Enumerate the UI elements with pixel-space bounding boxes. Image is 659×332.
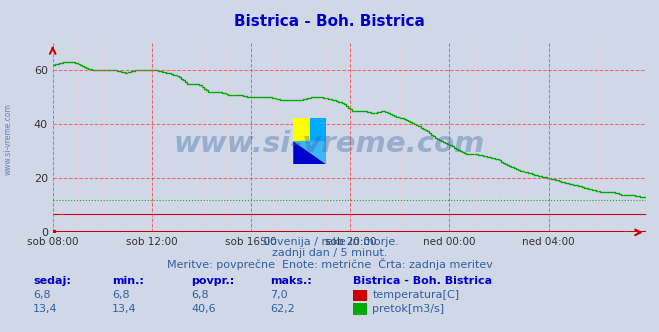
Text: www.si-vreme.com: www.si-vreme.com	[4, 104, 13, 175]
Text: Bistrica - Boh. Bistrica: Bistrica - Boh. Bistrica	[234, 14, 425, 29]
Bar	[293, 118, 310, 141]
Text: Meritve: povprečne  Enote: metrične  Črta: zadnja meritev: Meritve: povprečne Enote: metrične Črta:…	[167, 258, 492, 270]
Text: min.:: min.:	[112, 276, 144, 286]
Text: Bistrica - Boh. Bistrica: Bistrica - Boh. Bistrica	[353, 276, 492, 286]
Text: www.si-vreme.com: www.si-vreme.com	[174, 130, 485, 158]
Polygon shape	[293, 141, 326, 164]
Text: sedaj:: sedaj:	[33, 276, 71, 286]
Text: povpr.:: povpr.:	[191, 276, 235, 286]
Text: 7,0: 7,0	[270, 290, 288, 300]
Text: zadnji dan / 5 minut.: zadnji dan / 5 minut.	[272, 248, 387, 258]
Bar	[310, 118, 326, 141]
Text: 6,8: 6,8	[33, 290, 51, 300]
Text: 6,8: 6,8	[112, 290, 130, 300]
Text: 13,4: 13,4	[112, 304, 136, 314]
Text: 13,4: 13,4	[33, 304, 57, 314]
Text: 62,2: 62,2	[270, 304, 295, 314]
Text: 6,8: 6,8	[191, 290, 209, 300]
Text: Slovenija / reke in morje.: Slovenija / reke in morje.	[260, 237, 399, 247]
Polygon shape	[293, 141, 326, 164]
Text: 40,6: 40,6	[191, 304, 215, 314]
Text: maks.:: maks.:	[270, 276, 312, 286]
Text: temperatura[C]: temperatura[C]	[372, 290, 459, 300]
Text: pretok[m3/s]: pretok[m3/s]	[372, 304, 444, 314]
